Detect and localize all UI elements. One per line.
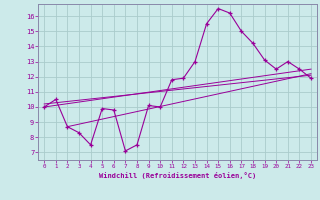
- X-axis label: Windchill (Refroidissement éolien,°C): Windchill (Refroidissement éolien,°C): [99, 172, 256, 179]
